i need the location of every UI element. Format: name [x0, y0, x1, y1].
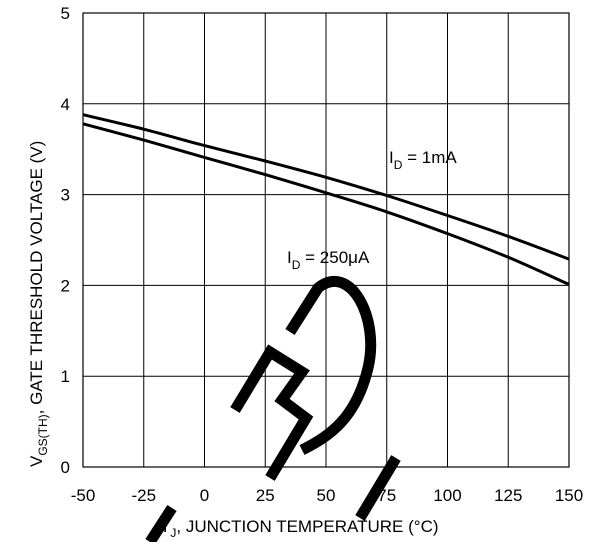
y-tick-label: 3 — [61, 186, 70, 205]
y-tick-label: 4 — [61, 95, 70, 114]
tick-labels: -50 -25 0 25 50 75 100 125 150 0 1 2 3 4 5 — [61, 4, 584, 505]
x-tick-label: 125 — [494, 486, 522, 505]
y-tick-label: 1 — [61, 367, 70, 386]
x-tick-label: 100 — [433, 486, 461, 505]
y-tick-label: 0 — [61, 458, 70, 477]
watermark-stroke — [230, 344, 314, 481]
series-line-1ma — [82, 113, 570, 261]
watermark-stroke — [355, 455, 401, 521]
x-tick-label: 0 — [200, 486, 209, 505]
x-tick-label: 150 — [555, 486, 583, 505]
y-tick-label: 2 — [61, 276, 70, 295]
watermark-stroke — [145, 505, 177, 542]
watermark — [145, 276, 401, 542]
x-axis-label: TJ, JUNCTION TEMPERATURE (°C) — [160, 517, 439, 540]
series-label-1ma: ID = 1mA — [389, 148, 457, 172]
y-tick-label: 5 — [61, 4, 70, 23]
plot-frame — [82, 12, 570, 468]
series-lines — [82, 113, 570, 286]
series-line-250ua — [82, 122, 570, 286]
watermark-stroke — [285, 276, 377, 455]
x-tick-label: 50 — [317, 486, 336, 505]
y-axis-label: VGS(TH), GATE THRESHOLD VOLTAGE (V) — [27, 141, 50, 467]
x-tick-label: -50 — [71, 486, 96, 505]
grid-lines — [83, 13, 569, 467]
x-tick-label: -25 — [131, 486, 156, 505]
x-tick-label: 75 — [377, 486, 396, 505]
series-label-250ua: ID = 250μA — [287, 248, 370, 272]
x-tick-label: 25 — [256, 486, 275, 505]
